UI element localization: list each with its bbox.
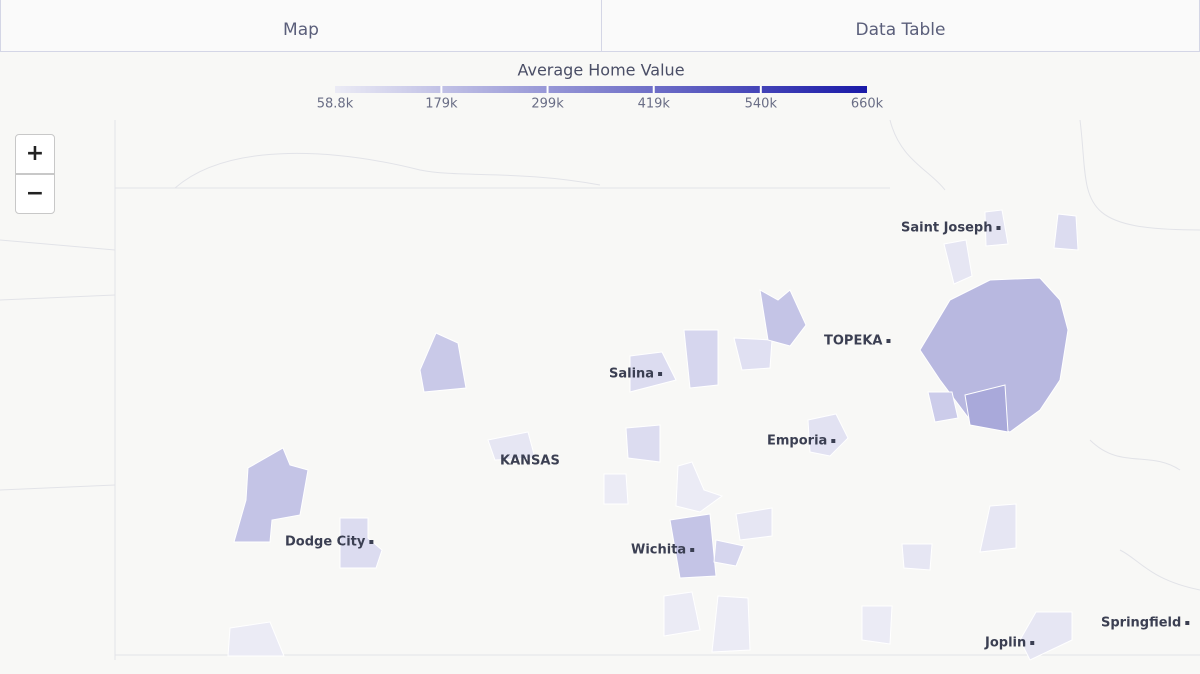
place-dot	[1030, 641, 1035, 645]
place-dot	[369, 540, 374, 544]
data-table-tab[interactable]: Data Table	[601, 0, 1200, 52]
place-label: Saint Joseph	[901, 221, 992, 236]
place-dot	[1185, 621, 1190, 625]
base-map	[0, 119, 1200, 660]
place-dot	[690, 548, 695, 552]
legend-tick-label: 58.8k	[317, 97, 354, 112]
place-dot	[831, 439, 836, 443]
legend-tick-label: 179k	[425, 97, 458, 112]
place-label: Wichita	[631, 543, 686, 558]
place-label: KANSAS	[500, 454, 560, 469]
legend-tick-label: 660k	[851, 97, 884, 112]
legend-tick-label: 540k	[745, 97, 778, 112]
zoom-in[interactable]: +	[15, 134, 55, 174]
legend-title: Average Home Value	[517, 61, 684, 80]
place-label: Emporia	[767, 434, 827, 449]
place-dot	[658, 372, 663, 376]
legend: Average Home Value 58.8k 179k 299k 419k 540k…	[317, 61, 884, 112]
place-dot	[886, 339, 891, 343]
place-labels: Saint Joseph TOPEKA Salina Emporia KANSAS Dod…	[285, 221, 1190, 651]
place-label: Springfield	[1101, 616, 1181, 631]
zoom-out[interactable]: −	[15, 174, 55, 214]
regions	[227, 209, 1079, 661]
legend-tick-label: 419k	[638, 97, 671, 112]
place-label: Dodge City	[285, 535, 366, 550]
place-label: Salina	[609, 367, 654, 382]
map-tab[interactable]: Map	[0, 0, 602, 52]
legend-tick-label: 299k	[531, 97, 564, 112]
place-label: TOPEKA	[824, 334, 882, 349]
place-label: Joplin	[984, 636, 1026, 651]
place-dot	[996, 226, 1001, 230]
legend-bar	[335, 86, 867, 93]
